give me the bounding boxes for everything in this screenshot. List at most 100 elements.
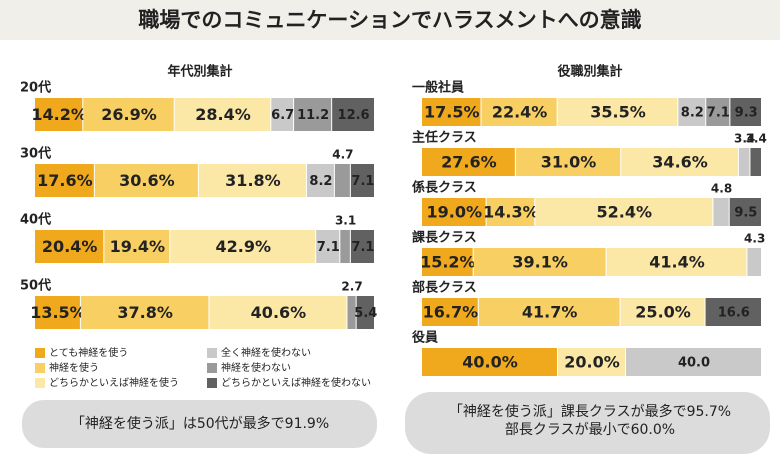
bar-segment — [350, 230, 374, 263]
value-label: 20.0% — [564, 353, 620, 372]
legend-swatch — [35, 363, 45, 373]
note-box — [22, 400, 377, 448]
value-label: 12.6 — [338, 108, 370, 123]
value-label: 7.1 — [707, 106, 730, 121]
legend-label: とても神経を使う — [49, 346, 128, 359]
legend-swatch — [35, 378, 45, 388]
value-label: 15.2% — [420, 253, 476, 272]
legend-label: 神経を使う — [49, 361, 99, 374]
bar-segment — [678, 98, 706, 126]
legend-label: 神経を使わない — [221, 361, 291, 374]
bar-segment — [174, 98, 271, 131]
bar-segment — [713, 198, 729, 226]
bar-segment — [606, 248, 747, 276]
value-label: 41.4% — [649, 253, 705, 272]
value-label: 8.2 — [309, 174, 332, 189]
bar-segment — [170, 230, 316, 263]
value-label: 42.9% — [215, 237, 271, 256]
legend-swatch — [207, 378, 217, 388]
value-label: 13.5% — [30, 303, 86, 322]
value-label: 39.1% — [512, 253, 568, 272]
value-label: 16.7% — [423, 303, 479, 322]
value-label: 25.0% — [635, 303, 691, 322]
panel-title: 年代別集計 — [167, 64, 232, 80]
value-label: 7.1 — [351, 240, 374, 255]
bar-segment — [356, 296, 374, 329]
bar-segment — [422, 98, 481, 126]
value-label: 2.7 — [341, 280, 362, 294]
value-label: 19.0% — [427, 203, 483, 222]
value-label: 16.6 — [718, 306, 750, 321]
value-label: 3.4 — [734, 132, 755, 146]
value-label: 4.7 — [332, 148, 353, 162]
note-box — [405, 392, 770, 454]
bar-segment — [558, 348, 625, 376]
bar-segment — [35, 296, 80, 329]
bar-segment — [209, 296, 347, 329]
category-label: 40代 — [20, 212, 51, 228]
value-label: 27.6% — [441, 153, 497, 172]
value-label: 31.8% — [225, 171, 281, 190]
category-label: 50代 — [20, 278, 51, 294]
value-label: 9.5 — [734, 206, 757, 221]
category-label: 主任クラス — [412, 130, 477, 146]
bar-segment — [294, 98, 332, 131]
value-label: 7.1 — [317, 240, 340, 255]
bar-segment — [198, 164, 306, 197]
bar-segment — [340, 230, 350, 263]
value-label: 14.2% — [31, 105, 87, 124]
bar-segment — [535, 198, 713, 226]
value-label: 4.3 — [744, 232, 765, 246]
note-text: 部長クラスが最小で60.0% — [505, 422, 675, 438]
category-label: 係長クラス — [412, 180, 477, 196]
legend-swatch — [207, 363, 217, 373]
bar-segment — [350, 164, 374, 197]
value-label: 30.6% — [119, 171, 175, 190]
bar-segment — [557, 98, 678, 126]
value-label: 26.9% — [101, 105, 157, 124]
bar-segment — [515, 148, 621, 176]
value-label: 41.7% — [522, 303, 578, 322]
value-label: 7.1 — [351, 174, 374, 189]
bar-segment — [94, 164, 198, 197]
bar-segment — [478, 298, 620, 326]
bar-segment — [271, 98, 294, 131]
bar-segment — [422, 148, 515, 176]
legend-label: 全く神経を使わない — [221, 346, 311, 359]
value-label: 3.1 — [335, 214, 356, 228]
value-label: 14.3% — [483, 203, 539, 222]
value-label: 9.3 — [735, 106, 758, 121]
value-label: 40.0 — [678, 356, 710, 371]
value-label: 19.4% — [110, 237, 166, 256]
value-label: 6.7 — [271, 108, 294, 123]
value-label: 52.4% — [597, 203, 653, 222]
bar-segment — [35, 164, 94, 197]
bar-segment — [481, 98, 557, 126]
legend-swatch — [35, 348, 45, 358]
value-label: 22.4% — [492, 103, 548, 122]
bar-segment — [705, 298, 761, 326]
bar-segment — [83, 98, 174, 131]
legend-swatch — [207, 348, 217, 358]
bar-segment — [422, 248, 473, 276]
legend-label: どちらかといえば神経を使わない — [221, 376, 371, 389]
value-label: 40.0% — [462, 353, 518, 372]
value-label: 4.8 — [711, 182, 732, 196]
category-label: 30代 — [20, 146, 51, 162]
bar-segment — [738, 148, 750, 176]
bar-segment — [729, 198, 761, 226]
value-label: 28.4% — [195, 105, 251, 124]
value-label: 31.0% — [541, 153, 597, 172]
value-label: 37.8% — [117, 303, 173, 322]
bar-segment — [347, 296, 356, 329]
bar-segment — [332, 98, 374, 131]
bar-segment — [620, 298, 705, 326]
bar-segment — [747, 248, 761, 276]
bar-segment — [422, 348, 557, 376]
note-text: 「神経を使う派」課長クラスが最多で95.7% — [449, 403, 731, 420]
legend-label: どちらかといえば神経を使う — [49, 376, 179, 389]
category-label: 課長クラス — [412, 230, 477, 246]
bar-segment — [334, 164, 350, 197]
bar-segment — [316, 230, 340, 263]
